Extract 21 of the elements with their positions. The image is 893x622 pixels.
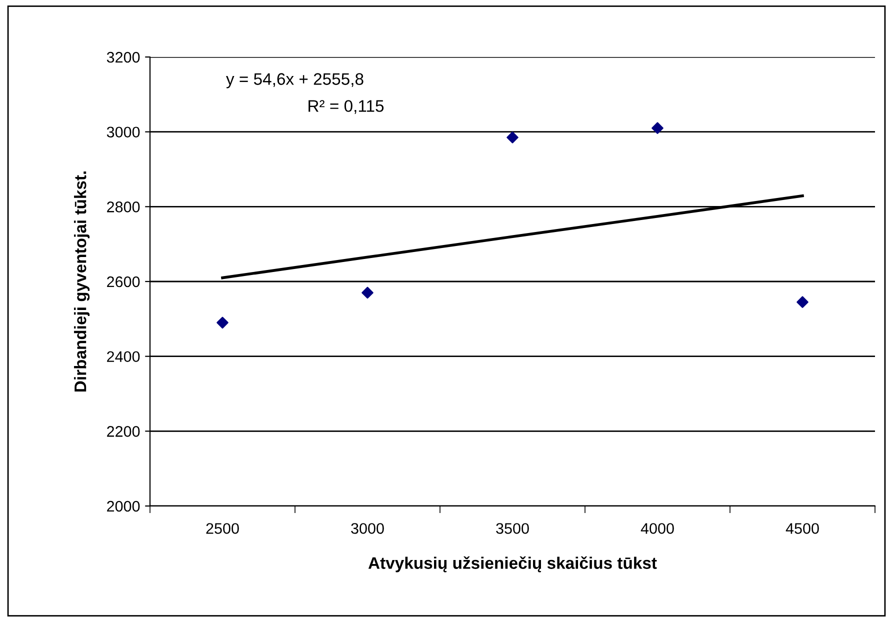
y-tick-label: 2200 [107, 426, 140, 437]
y-tick-label: 3000 [106, 126, 140, 138]
x-tick-label: 3500 [496, 523, 529, 534]
point [506, 132, 518, 144]
y-tick-label: 2400 [107, 351, 140, 362]
x-tick-label: 3000 [351, 523, 384, 534]
annotation: y = 54,6x + 2555,8 [226, 73, 364, 88]
y-axis-title: Dirbandieji gyventojai tūkst. [74, 172, 90, 392]
x-tick-label: 4500 [786, 523, 819, 534]
point [652, 122, 664, 134]
x-tick-label: 2500 [206, 523, 239, 534]
y-tick-label: 2000 [107, 500, 140, 512]
annotation: R² = 0,115 [308, 100, 384, 114]
point [216, 316, 228, 329]
x-tick-label: 4000 [640, 523, 674, 534]
point [796, 296, 808, 308]
y-tick-label: 2800 [107, 202, 140, 212]
y-tick-label: 3200 [106, 52, 140, 63]
point [362, 286, 374, 299]
y-tick-label: 2600 [107, 276, 140, 288]
x-axis-title: Atvykusių užsieniečių skaičius tūkst [368, 556, 657, 572]
